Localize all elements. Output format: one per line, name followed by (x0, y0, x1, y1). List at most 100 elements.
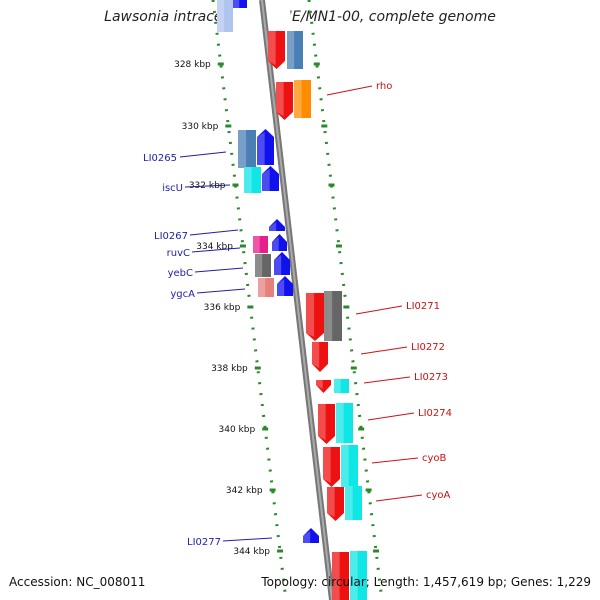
gene-LI0274-shine (336, 403, 344, 443)
ruler-right (307, 0, 384, 600)
gene-yebC (255, 254, 271, 277)
gene-label-left: LI0267 (154, 231, 188, 242)
topology-text: Topology: circular; Length: 1,457,619 bp… (261, 575, 591, 589)
leader-line-left (191, 247, 241, 253)
map-title: Lawsonia intracellularis PHE/MN1-00, com… (104, 9, 496, 25)
gene-cyoA (345, 486, 362, 520)
gene-LI0272 (312, 342, 328, 372)
leader-line-left (222, 537, 273, 542)
gene-steelblue-1 (287, 31, 303, 69)
gene-LI0265-shine (238, 130, 247, 168)
gene-ygcA-shine (258, 278, 266, 297)
ruler-tick-label: 334 kbp (196, 242, 233, 252)
gene-label-right: LI0274 (418, 408, 452, 419)
gene-rho-shine (294, 80, 302, 118)
leader-line-right (355, 305, 403, 315)
gene-LI0271 (324, 291, 342, 341)
gene-red-cyoBa-shine (323, 447, 331, 483)
gene-blue-2 (262, 166, 279, 191)
gene-red-LI0271a (306, 293, 324, 341)
ruler-tick-label: 340 kbp (219, 425, 256, 435)
gene-red-cyoAa (327, 487, 344, 521)
gene-blue-4-shine (274, 255, 282, 275)
gene-label-left: yebC (168, 268, 193, 279)
gene-LI0273a-shine (316, 380, 323, 389)
gene-bottom-red (332, 552, 349, 600)
gene-LI0265 (238, 130, 256, 168)
gene-blue-2-shine (262, 169, 270, 191)
gene-red-cyoAa-shine (327, 487, 335, 517)
gene-red-1-shine (268, 31, 276, 65)
gene-bottom-red-shine (332, 552, 340, 600)
gene-label-right: cyoB (422, 453, 447, 464)
leader-line-right (371, 457, 419, 464)
gene-rho (294, 80, 311, 118)
gene-LI0267-arrow (269, 219, 285, 231)
gene-label-right: rho (376, 81, 392, 92)
gene-LI0272-shine (312, 342, 320, 368)
gene-features (217, 0, 367, 600)
gene-blue-1-shine (257, 132, 265, 165)
gene-cyoB (341, 445, 358, 487)
ruler-dotted-right (307, 0, 384, 600)
leader-line-left (179, 151, 227, 158)
gene-red-LI0274a-shine (318, 404, 326, 440)
gene-LI0277-shine (303, 531, 311, 543)
gene-label-right: cyoA (426, 490, 451, 501)
gene-blue-4 (274, 252, 290, 275)
gene-LI0277 (303, 528, 319, 543)
leader-line-left (194, 267, 244, 273)
gene-blue-1 (257, 129, 274, 165)
gene-ygcA (258, 278, 274, 297)
gene-cyoB-shine (341, 445, 349, 487)
gene-iscU (244, 167, 261, 193)
gene-blue-5 (277, 276, 293, 296)
gene-label-right: LI0272 (411, 342, 445, 353)
gene-yebC-shine (255, 254, 263, 277)
gene-red-rho-a-shine (276, 82, 284, 116)
gene-red-LI0274a (318, 404, 335, 444)
ruler-left (211, 0, 288, 600)
gene-label-left: ruvC (167, 248, 190, 259)
gene-red-LI0271a-shine (306, 293, 315, 337)
gene-label-left: iscU (162, 183, 183, 194)
gene-label-left: LI0265 (143, 153, 177, 164)
leader-line-right (326, 85, 373, 96)
leader-line-left (184, 184, 231, 188)
gene-cyoA-shine (345, 486, 353, 520)
gene-labels: LI0265 iscU LI0267 ruvC yebC ygcA LI0277 rho LI0… (143, 81, 452, 548)
ruler-tick-label: 330 kbp (182, 122, 219, 132)
gene-LI0267-arrow-shine (269, 222, 277, 231)
gene-label-left: LI0277 (187, 537, 221, 548)
gene-blue-3 (272, 234, 287, 251)
accession-text: Accession: NC_008011 (9, 575, 146, 589)
gene-red-cyoBa (323, 447, 340, 487)
backbone-line-highlight (261, 0, 333, 600)
ruler-tick-label: 338 kbp (211, 364, 248, 374)
gene-red-1 (268, 31, 285, 69)
leader-line-left (189, 229, 239, 236)
gene-top-2-shine (233, 0, 240, 8)
gene-LI0273 (334, 379, 349, 393)
gene-blue-3-shine (272, 237, 279, 251)
leader-line-right (363, 376, 411, 384)
leader-line-right (360, 346, 408, 355)
gene-ruvC (253, 236, 268, 253)
ruler-tick-label: 342 kbp (226, 486, 263, 496)
gene-iscU-shine (244, 167, 252, 193)
ruler-tick-label: 328 kbp (174, 60, 211, 70)
gene-LI0271-shine (324, 291, 333, 341)
gene-blue-5-shine (277, 279, 285, 296)
gene-steelblue-1-shine (287, 31, 295, 69)
gene-red-rho-a (276, 82, 293, 120)
gene-top-1 (217, 0, 233, 32)
leader-line-right (367, 412, 415, 421)
gene-bottom-cyan-shine (350, 551, 358, 600)
gene-LI0274 (336, 403, 353, 443)
ruler-tick-label: 336 kbp (204, 303, 241, 313)
gene-top-2 (233, 0, 247, 8)
ruler-tick-label: 344 kbp (233, 547, 270, 557)
gene-label-left: ygcA (170, 289, 195, 300)
gene-label-right: LI0271 (406, 301, 440, 312)
